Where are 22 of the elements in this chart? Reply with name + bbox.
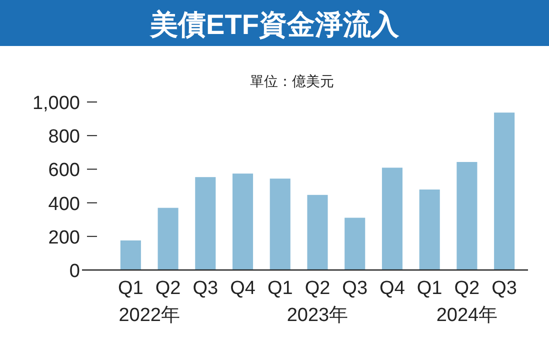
annotation: 2023年 [286, 305, 348, 326]
ytick: 600 [48, 160, 80, 182]
xtick: Q1 [267, 278, 293, 299]
xtick: Q2 [304, 278, 330, 299]
xtick: Q1 [416, 278, 442, 299]
ytick: 400 [48, 194, 80, 215]
xtick: Q4 [230, 278, 256, 299]
title: 美債ETF資金淨流入 [150, 9, 399, 40]
xtick: Q4 [380, 278, 405, 299]
ytick: 1,000 [32, 93, 80, 114]
annotation: 2022年 [118, 305, 180, 326]
xtick: Q3 [492, 278, 517, 299]
xtick: Q3 [342, 278, 368, 299]
xtick: Q2 [155, 278, 181, 299]
xtick: Q1 [118, 278, 144, 299]
subtitle: 單位：億美元 [250, 73, 334, 89]
annotation: 2024年 [436, 305, 498, 326]
xtick: Q2 [454, 278, 480, 299]
ytick: 800 [48, 126, 80, 148]
xtick: Q3 [192, 278, 218, 299]
ytick: 0 [69, 261, 80, 282]
ytick: 200 [48, 227, 80, 248]
